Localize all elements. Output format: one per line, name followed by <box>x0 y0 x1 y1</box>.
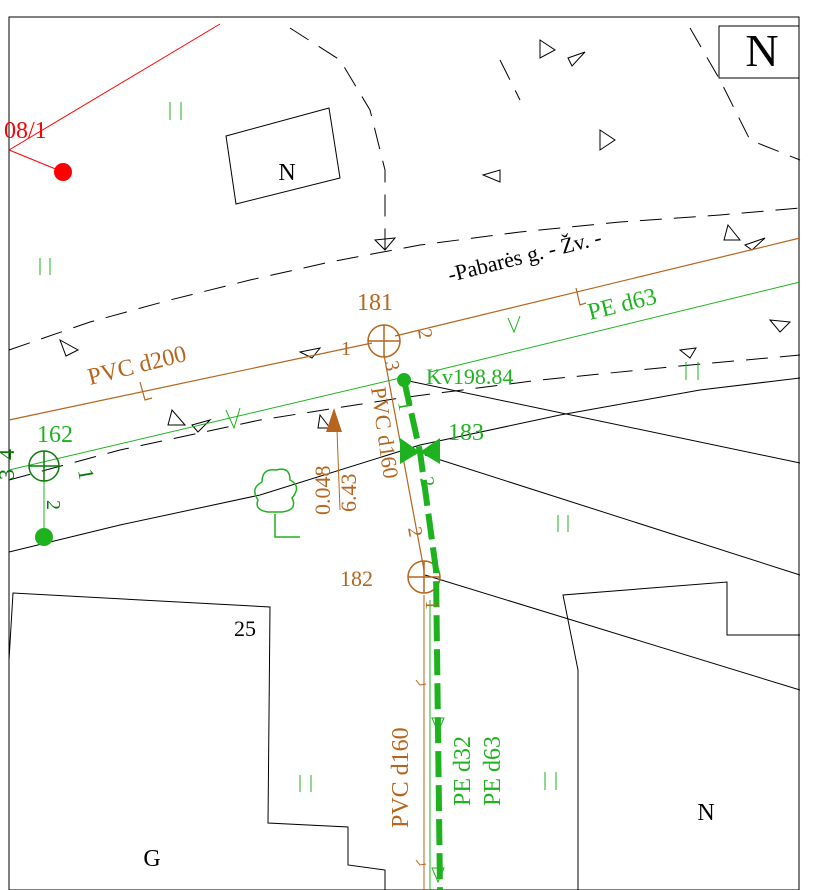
grass-marks <box>39 102 699 792</box>
parcel-point <box>54 163 72 181</box>
map-frame <box>8 16 800 890</box>
road-edge-solid <box>8 377 801 553</box>
water-service-pipe <box>401 379 443 890</box>
well-162 <box>28 450 60 482</box>
sewer-lower-label: PVC d160 <box>388 727 414 828</box>
water-seg-2: 2 <box>415 475 438 489</box>
manhole-181-label: 181 <box>357 290 393 316</box>
water-fittings <box>431 717 445 884</box>
manhole-181 <box>367 324 401 358</box>
well-162-branch-3: 3 <box>0 469 19 480</box>
slope-label: 0.048 <box>310 466 335 516</box>
building-right: N <box>562 581 800 890</box>
manhole-182 <box>407 560 441 594</box>
manhole-181-branch-1: 1 <box>341 338 351 360</box>
water-pipe-main-label: PE d63 <box>585 284 659 326</box>
well-162-branch-4: 4 <box>0 449 19 460</box>
parcel-label: 08/1 <box>4 118 47 144</box>
water-node-left <box>35 528 53 546</box>
building-top: N <box>225 107 341 205</box>
parcel-boundary: 08/1 <box>4 23 221 181</box>
water-node-label: Kv198.84 <box>426 364 513 389</box>
valve-183 <box>400 438 440 464</box>
sewer-pipe-lower <box>415 595 427 890</box>
manhole-182-label: 182 <box>340 566 373 591</box>
valve-183-label: 183 <box>448 420 484 446</box>
survey-marks <box>59 39 792 433</box>
well-162-label: 162 <box>37 422 73 448</box>
street-label: -Pabarės g. - Žv. - <box>445 225 604 287</box>
manhole-181-branch-3: 3 <box>380 359 403 373</box>
reference-lines <box>403 379 801 691</box>
building-type-label: G <box>143 846 160 872</box>
water-seg-1: 1 <box>393 399 416 413</box>
sewer-pipe-main-label: PVC d200 <box>85 341 189 391</box>
slope-arrow <box>326 408 342 511</box>
building-left: 25 G <box>8 592 386 890</box>
building-number-label: 25 <box>234 616 256 641</box>
manhole-182-branch-1: 1 <box>421 600 443 610</box>
sewer-branch-label: PVC d160 <box>366 385 404 480</box>
road-edges <box>8 27 801 481</box>
tree-icon <box>254 468 300 538</box>
water-lower-label-b: PE d63 <box>480 736 506 806</box>
building-top-label: N <box>278 160 295 186</box>
water-node-start <box>397 373 411 387</box>
north-arrow: N <box>718 25 800 79</box>
well-162-branch-1: 1 <box>73 467 100 482</box>
sewer-lines <box>8 237 801 571</box>
north-label: N <box>745 25 778 76</box>
well-162-branch-2: 2 <box>42 500 64 510</box>
manhole-181-branch-2: 2 <box>413 327 436 341</box>
water-lines <box>8 281 801 535</box>
building-right-label: N <box>697 800 714 826</box>
water-lower-label-a: PE d32 <box>450 736 476 806</box>
length-label: 6.43 <box>336 474 361 513</box>
manhole-182-branch-2: 2 <box>403 525 426 539</box>
